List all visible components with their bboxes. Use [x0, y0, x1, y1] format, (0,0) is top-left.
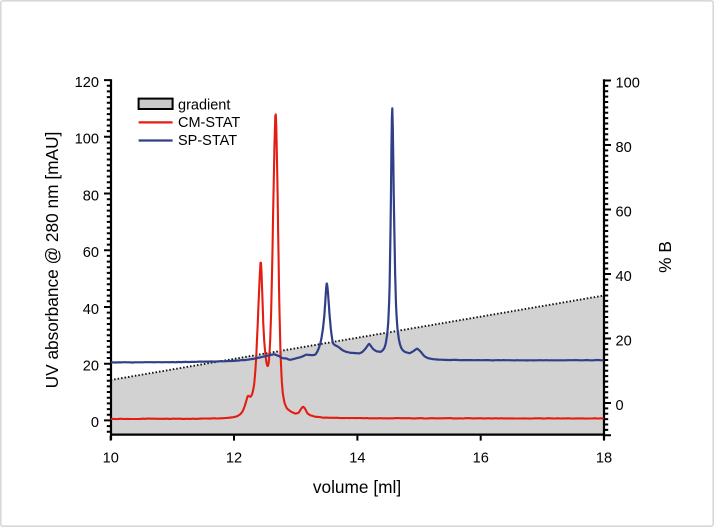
svg-text:20: 20 — [616, 333, 632, 349]
svg-text:UV absorbance @ 280 nm [mAU]: UV absorbance @ 280 nm [mAU] — [42, 132, 62, 389]
svg-text:14: 14 — [349, 451, 365, 467]
svg-text:0: 0 — [616, 398, 624, 414]
svg-text:60: 60 — [616, 204, 632, 220]
svg-text:CM-STAT: CM-STAT — [178, 115, 240, 131]
svg-text:100: 100 — [616, 75, 640, 91]
svg-text:SP-STAT: SP-STAT — [178, 133, 237, 149]
svg-text:100: 100 — [75, 132, 99, 148]
svg-text:60: 60 — [83, 245, 99, 261]
svg-text:16: 16 — [473, 451, 489, 467]
svg-text:40: 40 — [83, 302, 99, 318]
svg-text:18: 18 — [596, 451, 612, 467]
svg-text:0: 0 — [91, 415, 99, 431]
svg-text:gradient: gradient — [178, 97, 230, 113]
svg-text:120: 120 — [75, 75, 99, 91]
svg-text:% B: % B — [655, 241, 675, 273]
svg-text:12: 12 — [226, 451, 242, 467]
svg-text:40: 40 — [616, 269, 632, 285]
svg-text:80: 80 — [616, 140, 632, 156]
svg-text:80: 80 — [83, 188, 99, 204]
svg-text:10: 10 — [103, 451, 119, 467]
svg-text:volume [ml]: volume [ml] — [313, 477, 401, 497]
svg-text:20: 20 — [83, 359, 99, 375]
